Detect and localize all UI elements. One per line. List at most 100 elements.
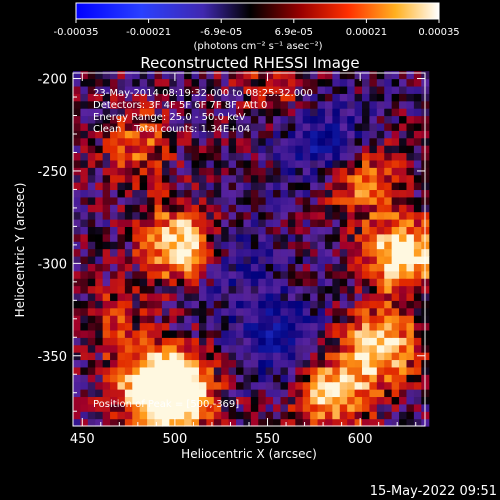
heatmap-cell [87, 278, 96, 287]
heatmap-cell [324, 145, 333, 154]
heatmap-cell [213, 145, 222, 154]
heatmap-cell [332, 241, 341, 250]
heatmap-cell [324, 300, 333, 309]
heatmap-cell [406, 374, 415, 383]
heatmap-cell [191, 182, 200, 191]
heatmap-cell [391, 115, 400, 124]
heatmap-cell [399, 204, 408, 213]
heatmap-cell [339, 122, 348, 131]
heatmap-cell [161, 241, 170, 250]
heatmap-cell [354, 366, 363, 375]
heatmap-cell [132, 248, 141, 257]
heatmap-cell [324, 366, 333, 375]
heatmap-cell [287, 182, 296, 191]
heatmap-cell [243, 300, 252, 309]
heatmap-cell [228, 396, 237, 405]
heatmap-cell [332, 411, 341, 420]
heatmap-cell [339, 300, 348, 309]
heatmap-cell [339, 241, 348, 250]
heatmap-cell [376, 71, 385, 80]
heatmap-cell [413, 145, 422, 154]
heatmap-cell [302, 71, 311, 80]
heatmap-cell [384, 403, 393, 412]
heatmap-cell [169, 322, 178, 331]
heatmap-cell [273, 196, 282, 205]
heatmap-cell [384, 300, 393, 309]
heatmap-cell [95, 152, 104, 161]
heatmap-cell [317, 108, 326, 117]
heatmap-cell [413, 93, 422, 102]
heatmap-cell [302, 381, 311, 390]
heatmap-cell [413, 174, 422, 183]
heatmap-cell [95, 204, 104, 213]
heatmap-cell [324, 219, 333, 227]
heatmap-cell [236, 322, 245, 331]
heatmap-cell [80, 152, 89, 161]
heatmap-cell [280, 344, 289, 353]
colorbar-tick-label: 6.9e-05 [275, 27, 313, 38]
heatmap-cell [73, 255, 82, 264]
heatmap-cell [250, 241, 259, 250]
heatmap-cell [295, 359, 304, 368]
heatmap-cell [147, 196, 156, 205]
heatmap-cell [206, 359, 215, 368]
heatmap-cell [287, 396, 296, 405]
heatmap-cell [117, 78, 126, 87]
heatmap-cell [124, 329, 133, 338]
heatmap-cell [243, 85, 252, 94]
heatmap-cell [236, 300, 245, 309]
heatmap-cell [184, 115, 193, 124]
heatmap-cell [362, 337, 371, 346]
heatmap-cell [73, 263, 82, 272]
heatmap-cell [236, 359, 245, 368]
heatmap-cell [221, 352, 230, 361]
heatmap-cell [347, 174, 356, 183]
heatmap-cell [280, 85, 289, 94]
heatmap-cell [310, 270, 319, 279]
heatmap-cell [295, 167, 304, 176]
heatmap-cell [399, 211, 408, 220]
heatmap-cell [87, 189, 96, 198]
heatmap-cell [184, 241, 193, 250]
heatmap-cell [317, 352, 326, 361]
heatmap-cell [169, 366, 178, 375]
heatmap-cell [206, 145, 215, 154]
heatmap-cell [132, 137, 141, 146]
heatmap-cell [87, 352, 96, 361]
heatmap-cell [213, 344, 222, 353]
heatmap-cell [369, 152, 378, 161]
heatmap-cell [362, 233, 371, 242]
heatmap-cell [243, 418, 252, 427]
heatmap-cell [250, 344, 259, 353]
heatmap-cell [258, 411, 267, 420]
heatmap-cell [176, 115, 185, 124]
heatmap-cell [265, 255, 274, 264]
heatmap-cell [310, 374, 319, 383]
heatmap-cell [273, 270, 282, 279]
heatmap-cell [384, 211, 393, 220]
heatmap-cell [354, 381, 363, 390]
heatmap-cell [384, 137, 393, 146]
heatmap-cell [265, 137, 274, 146]
heatmap-cell [198, 226, 207, 235]
heatmap-cell [169, 300, 178, 309]
heatmap-cell [376, 278, 385, 287]
heatmap-cell [258, 255, 267, 264]
heatmap-cell [295, 255, 304, 264]
heatmap-cell [87, 381, 96, 390]
heatmap-cell [73, 159, 82, 168]
heatmap-cell [110, 211, 119, 220]
heatmap-cell [258, 159, 267, 168]
heatmap-cell [73, 403, 82, 412]
heatmap-cell [273, 411, 282, 420]
heatmap-cell [317, 122, 326, 131]
heatmap-cell [236, 285, 245, 294]
heatmap-cell [310, 322, 319, 331]
heatmap-cell [95, 329, 104, 338]
heatmap-cell [87, 329, 96, 338]
colorbar-tick-label: 0.00035 [418, 27, 459, 38]
heatmap-cell [302, 93, 311, 102]
heatmap-cell [243, 322, 252, 331]
heatmap-cell [213, 389, 222, 398]
heatmap-cell [391, 292, 400, 301]
